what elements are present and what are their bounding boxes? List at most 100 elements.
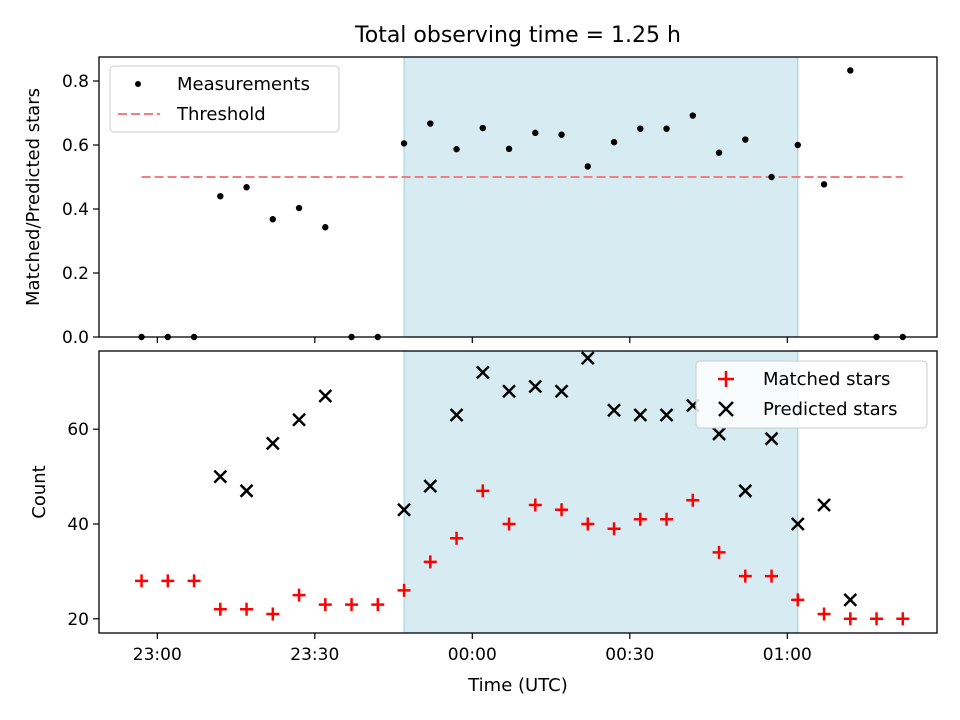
measurement-point: [295, 204, 303, 212]
predicted-star-point: [265, 436, 280, 451]
matched-star-point: [581, 517, 595, 531]
x-tick-label: 00:30: [605, 645, 654, 665]
predicted-star-point: [528, 379, 543, 394]
legend-label-matched: Matched stars: [763, 369, 890, 390]
predicted-star-point: [712, 427, 726, 441]
legend-x-marker: [718, 401, 734, 417]
measurement-point: [742, 136, 749, 143]
measurement-point: [637, 125, 644, 132]
measurement-point: [610, 138, 618, 146]
predicted-star-point: [292, 412, 306, 427]
measurement-point: [427, 120, 434, 127]
predicted-star-point: [502, 384, 516, 399]
measurement-point: [794, 141, 801, 149]
matched-star-point: [187, 574, 201, 588]
matched-star-point: [817, 607, 831, 621]
y-tick-label: 0.0: [62, 328, 89, 348]
matched-star-point: [896, 612, 910, 626]
predicted-star-point: [580, 351, 595, 365]
y-tick-label: 60: [67, 420, 89, 440]
matched-star-point: [712, 545, 726, 559]
matched-star-point: [686, 493, 700, 507]
y-tick-label: 0.6: [62, 136, 89, 156]
y-tick-label: 0.8: [62, 72, 89, 92]
predicted-star-point: [738, 483, 753, 498]
x-tick-label: 00:00: [448, 645, 497, 665]
y-tick-label: 0.4: [62, 200, 89, 220]
matched-star-point: [213, 602, 227, 616]
x-tick-label: 01:00: [763, 645, 812, 665]
matched-stars-series: [135, 484, 910, 626]
matched-star-point: [161, 574, 175, 588]
matched-star-point: [266, 607, 280, 621]
matched-star-point: [476, 484, 490, 498]
x-tick-label: 23:00: [133, 645, 182, 665]
matched-star-point: [870, 612, 884, 626]
bottom-y-ticks: 20 40 60: [67, 420, 99, 630]
legend-label-predicted: Predicted stars: [763, 399, 897, 420]
top-panel: 0.00.20.40.60.8 Matched/Predicted stars …: [23, 56, 938, 348]
bottom-x-ticks: 23:00 23:30 00:00 00:30 01:00: [133, 633, 812, 665]
y-tick-label: 0.2: [62, 264, 89, 284]
measurement-point: [243, 184, 250, 191]
measurement-point: [689, 112, 696, 119]
matched-star-point: [738, 569, 752, 583]
predicted-star-point: [213, 469, 228, 484]
top-y-ticks: 0.0 0.2 0.4 0.6 0.8: [62, 72, 99, 348]
matched-star-point: [423, 555, 437, 569]
matched-star-point: [607, 522, 621, 536]
matched-star-point: [555, 503, 569, 517]
predicted-star-point: [239, 483, 254, 498]
matched-star-point: [135, 574, 149, 588]
bottom-y-axis-label: Count: [29, 465, 50, 518]
predicted-star-point: [659, 408, 674, 422]
predicted-star-point: [397, 502, 411, 517]
y-tick-label: 40: [67, 515, 89, 535]
legend-label-measurements: Measurements: [177, 74, 310, 95]
measurement-point: [715, 149, 723, 156]
predicted-star-point: [475, 365, 490, 380]
measurement-point: [453, 145, 460, 153]
measurement-point: [322, 224, 329, 231]
chart-title: Total observing time = 1.25 h: [354, 23, 681, 48]
predicted-star-point: [449, 408, 464, 422]
matched-star-point: [765, 569, 779, 583]
matched-star-point: [450, 531, 464, 545]
top-x-ticks: [156, 337, 788, 343]
matched-star-point: [660, 512, 674, 526]
legend-dot-marker: [135, 81, 141, 87]
x-axis-label: Time (UTC): [467, 675, 568, 696]
matched-star-point: [292, 588, 306, 602]
matched-star-point: [397, 583, 411, 597]
measurement-point: [663, 125, 670, 132]
legend-plus-marker: [718, 371, 734, 387]
measurement-point: [532, 129, 539, 137]
predicted-stars-series: [213, 351, 858, 607]
measurement-point: [768, 173, 775, 181]
bottom-axes-frame: [98, 350, 938, 634]
bottom-panel: 20 40 60 23:00 23:30 00:00 00:30 01:00 Count M…: [29, 350, 938, 665]
measurement-point: [400, 140, 408, 147]
predicted-star-point: [790, 517, 805, 531]
matched-star-point: [371, 598, 385, 612]
matched-star-point: [843, 612, 857, 626]
measurement-point: [584, 163, 591, 170]
matched-star-point: [240, 602, 254, 616]
predicted-star-point: [318, 389, 333, 403]
bottom-legend: Matched stars Predicted stars: [695, 360, 928, 429]
measurement-point: [505, 145, 513, 153]
x-tick-label: 23:30: [290, 645, 339, 665]
measurement-point: [558, 131, 565, 138]
predicted-star-point: [633, 408, 648, 422]
shaded-region-top: [403, 56, 799, 338]
y-tick-label: 20: [67, 610, 89, 630]
matched-star-point: [528, 498, 542, 512]
predicted-star-point: [817, 498, 831, 512]
measurement-point: [847, 67, 854, 74]
measurement-point: [269, 216, 276, 223]
matched-star-point: [318, 598, 332, 612]
top-legend: Measurements Threshold: [109, 65, 340, 133]
predicted-star-point: [607, 403, 621, 418]
matched-star-point: [791, 593, 805, 607]
